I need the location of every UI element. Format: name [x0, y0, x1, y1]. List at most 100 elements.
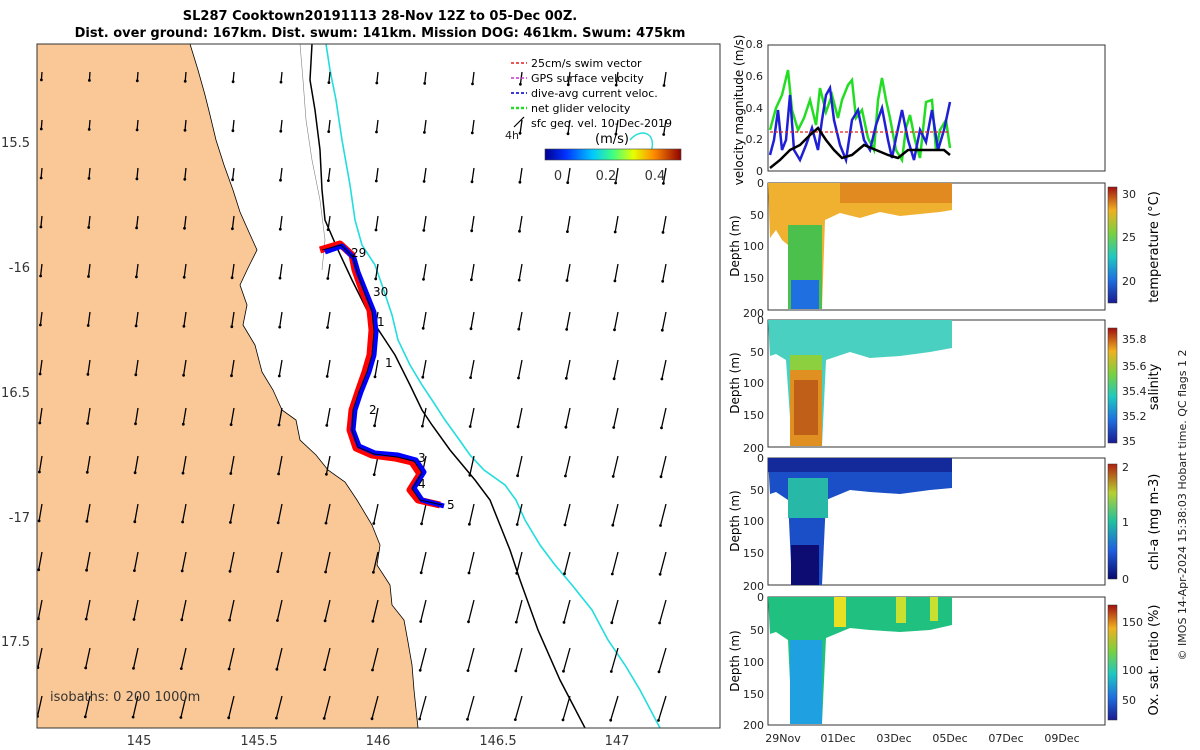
- velocity-arrow-head: [182, 275, 186, 279]
- velocity-arrow: [228, 599, 235, 621]
- oxygen-bloom-1: [834, 597, 846, 627]
- velocity-arrow-head: [518, 131, 522, 135]
- date-tick-07dec: 07Dec: [988, 732, 1023, 745]
- sal-cb-label: salinity: [1147, 363, 1162, 410]
- velocity-arrow-head: [660, 328, 664, 332]
- oxy-cb-gradient: [1107, 604, 1118, 721]
- temp-dtick-50: 50: [750, 209, 764, 222]
- profile-axes: Depth (m) Depth (m) Depth (m) Depth (m) …: [728, 177, 764, 732]
- velocity-arrow-head: [419, 571, 423, 575]
- velocity-arrow: [515, 647, 523, 672]
- velocity-arrow: [470, 311, 475, 329]
- velocity-arrow: [133, 551, 139, 571]
- velocity-arrow: [182, 455, 187, 474]
- velocity-arrow: [38, 503, 43, 522]
- velocity-arrow: [184, 119, 187, 131]
- velocity-arrow-head: [467, 620, 470, 624]
- velocity-arrow-head: [466, 669, 470, 672]
- velocity-arrow-head: [227, 716, 231, 720]
- velocity-arrow: [612, 455, 619, 477]
- velocity-arrow: [372, 551, 379, 573]
- velocity-arrow: [517, 359, 523, 379]
- profile-panels: [767, 182, 1106, 726]
- velocity-arrow: [516, 551, 523, 574]
- velocity-arrow-head: [231, 178, 235, 182]
- velocity-arrow: [518, 311, 523, 330]
- oxy-cb-tick-50: 50: [1122, 694, 1136, 707]
- velocity-arrow-head: [613, 230, 617, 234]
- velocity-arrow-head: [421, 375, 425, 379]
- velocity-arrow-head: [468, 425, 472, 428]
- velocity-arrow-head: [514, 669, 518, 673]
- sal-cb-tick-35-8: 35.8: [1122, 333, 1147, 346]
- velocity-arrow-head: [182, 373, 186, 377]
- velocity-arrow-head: [84, 666, 88, 670]
- velocity-arrow-head: [374, 179, 378, 183]
- sal-dtick-100: 100: [743, 377, 764, 390]
- velocity-arrow: [279, 263, 283, 279]
- velocity-arrow-head: [419, 620, 423, 623]
- legend-swim-label: 25cm/s swim vector: [531, 57, 642, 70]
- velocity-arrow-head: [662, 84, 666, 87]
- velocity-arrow-head: [373, 424, 376, 428]
- velocity-arrow-head: [516, 474, 519, 478]
- velocity-arrow-head: [37, 519, 41, 523]
- velocity-arrow: [615, 71, 619, 86]
- velocity-arrow: [228, 695, 235, 718]
- velocity-arrow-head: [516, 425, 520, 429]
- velocity-arrow: [422, 263, 427, 280]
- velocity-arrow-head: [322, 717, 326, 720]
- velocity-arrow: [181, 551, 187, 572]
- lat-tick-17: -17: [9, 511, 30, 526]
- velocity-arrow-head: [326, 228, 330, 232]
- velocity-arrow: [324, 599, 331, 621]
- lat-tick-16-5: 16.5: [1, 386, 30, 401]
- velocity-arrow: [37, 599, 43, 619]
- velocity-arrow: [277, 503, 283, 523]
- colorbar-gradient: [544, 148, 682, 161]
- day-label-1b: 1: [385, 356, 393, 370]
- velocity-arrow-head: [563, 572, 566, 576]
- velocity-arrow-head: [279, 129, 283, 133]
- velocity-arrow: [38, 455, 43, 473]
- velocity-arrow: [181, 599, 187, 620]
- velocity-arrow-head: [612, 377, 616, 381]
- velocity-arrow-head: [182, 324, 186, 328]
- velocity-arrow: [610, 695, 619, 721]
- velocity-arrow-head: [660, 377, 664, 381]
- velocity-arrow: [562, 647, 571, 672]
- velocity-arrow: [84, 695, 91, 717]
- velocity-arrow-head: [181, 471, 185, 475]
- velocity-arrow: [184, 71, 187, 82]
- velocity-arrow-head: [39, 274, 42, 278]
- velocity-arrow-head: [372, 570, 375, 574]
- velocity-arrow-head: [658, 621, 661, 625]
- velocity-arrow-head: [230, 374, 233, 378]
- velocity-arrow: [518, 215, 523, 232]
- velocity-arrow-head: [466, 717, 469, 721]
- velocity-arrow-head: [324, 570, 327, 574]
- velocity-arrow-head: [518, 229, 521, 233]
- map-lon-ticks: 145 145.5 146 146.5 147: [127, 734, 630, 749]
- velocity-arrow-head: [183, 128, 187, 132]
- velocity-arrow: [466, 695, 475, 720]
- velocity-arrow-head: [423, 82, 427, 85]
- velocity-arrow: [516, 455, 523, 476]
- velocity-arrow-head: [86, 373, 90, 376]
- velocity-arrow: [467, 599, 475, 622]
- velocity-panel: 0.8 0.6 0.4 0.2 0 velocity magnitude (m/…: [732, 35, 1106, 185]
- oxy-dtick-150: 150: [743, 688, 764, 701]
- velocity-arrow-head: [86, 324, 90, 327]
- lat-tick-16: -16: [9, 261, 30, 276]
- isobath-1000: [325, 44, 661, 728]
- velocity-arrow: [660, 407, 667, 429]
- velocity-arrow-head: [134, 422, 137, 426]
- velocity-arrow-head: [37, 666, 40, 669]
- velocity-arrow-head: [423, 131, 426, 134]
- vel-ytick-0-4: 0.4: [746, 102, 764, 115]
- velocity-arrow: [613, 311, 619, 330]
- velocity-arrow: [275, 695, 283, 719]
- velocity-arrow-head: [275, 667, 279, 671]
- vel-ytick-0-8: 0.8: [746, 38, 764, 51]
- velocity-arrow: [658, 647, 667, 672]
